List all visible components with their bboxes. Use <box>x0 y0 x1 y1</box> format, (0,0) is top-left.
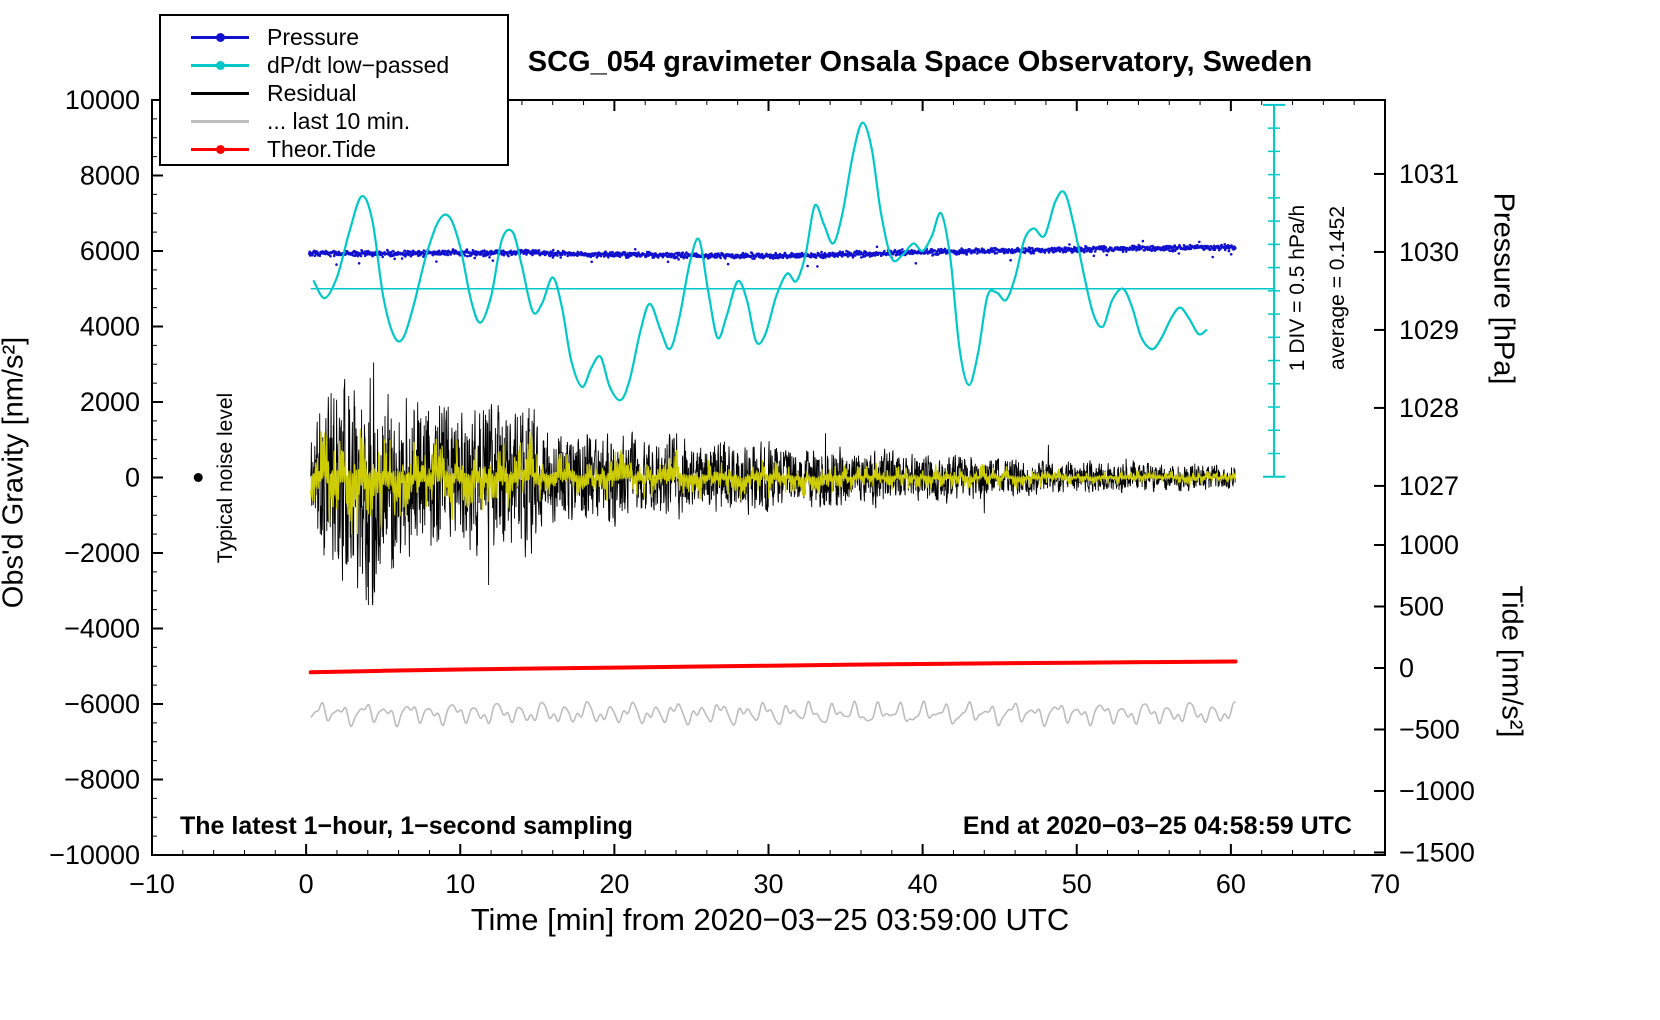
annotation-sampling: The latest 1−hour, 1−second sampling <box>180 812 633 840</box>
pressure-tick-label: 1027 <box>1399 471 1459 501</box>
x-tick-label: −10 <box>129 869 175 899</box>
tide-tick-label: 500 <box>1399 591 1444 621</box>
y-axis-label-pressure: Pressure [hPa] <box>1487 192 1520 385</box>
pressure-tick-label: 1029 <box>1399 315 1459 345</box>
y-tick-label: 0 <box>125 463 140 493</box>
legend-item-residual: Residual <box>191 79 507 107</box>
last10-marker-icon <box>191 107 249 135</box>
y-tick-label: −4000 <box>64 614 140 644</box>
legend-box: Pressure dP/dt low−passed Residual ... l… <box>159 14 509 166</box>
theortide-marker-icon <box>191 135 249 163</box>
series-residual <box>310 362 1236 606</box>
annotation-end-time: End at 2020−03−25 04:58:59 UTC <box>962 812 1352 840</box>
series-pressure-dots <box>307 239 1237 268</box>
legend-label: Residual <box>267 79 357 106</box>
typical-noise-point <box>193 473 203 482</box>
y-tick-label: 2000 <box>80 387 140 417</box>
tide-tick-label: 1000 <box>1399 530 1459 560</box>
y-tick-label: −10000 <box>49 840 140 870</box>
legend-label: dP/dt low−passed <box>267 51 450 78</box>
x-tick-label: 50 <box>1062 869 1092 899</box>
legend-label: Pressure <box>267 23 360 50</box>
series-tide <box>308 659 1238 675</box>
tide-tick-label: 0 <box>1399 653 1414 683</box>
chart-title: SCG_054 gravimeter Onsala Space Observat… <box>527 46 1313 78</box>
annotation-average: average = 0.1452 <box>1326 205 1349 371</box>
tide-tick-label: −1000 <box>1399 776 1475 806</box>
series-dpdt <box>312 121 1208 402</box>
tide-tick-label: −500 <box>1399 714 1460 744</box>
legend-label: ... last 10 min. <box>267 107 411 134</box>
dpdt-marker-icon <box>191 51 249 79</box>
y-tick-label: 6000 <box>80 236 140 266</box>
x-tick-label: 70 <box>1370 869 1400 899</box>
x-tick-label: 40 <box>908 869 938 899</box>
y-axis-label-tide: Tide [nm/s²] <box>1495 585 1528 738</box>
series-residual-lowpass <box>310 428 1236 535</box>
x-tick-label: 0 <box>299 869 314 899</box>
x-tick-label: 60 <box>1216 869 1246 899</box>
residual-marker-icon <box>191 79 249 107</box>
y-tick-label: 10000 <box>65 85 140 115</box>
x-tick-label: 20 <box>599 869 629 899</box>
y-tick-label: 4000 <box>80 312 140 342</box>
legend-item-theortide: Theor.Tide <box>191 135 507 163</box>
y-tick-label: −6000 <box>64 689 140 719</box>
legend-label: Theor.Tide <box>267 135 377 162</box>
y-axis-label-gravity: Obs'd Gravity [nm/s²] <box>0 336 30 609</box>
annotation-div-scale: 1 DIV = 0.5 hPa/h <box>1286 204 1309 372</box>
series-last10 <box>310 700 1236 728</box>
tide-tick-label: −1500 <box>1399 837 1475 867</box>
y-tick-label: −8000 <box>64 765 140 795</box>
legend-item-dpdt: dP/dt low−passed <box>191 51 507 79</box>
pressure-tick-label: 1031 <box>1399 159 1459 189</box>
x-axis-label: Time [min] from 2020−03−25 03:59:00 UTC <box>470 902 1070 937</box>
x-tick-label: 10 <box>445 869 475 899</box>
annotation-typical-noise: Typical noise level <box>214 392 237 564</box>
y-tick-label: −2000 <box>64 538 140 568</box>
x-tick-label: 30 <box>753 869 783 899</box>
pressure-tick-label: 1030 <box>1399 237 1459 267</box>
legend-item-pressure: Pressure <box>191 23 507 51</box>
pressure-marker-icon <box>191 23 249 51</box>
pressure-tick-label: 1028 <box>1399 393 1459 423</box>
legend-item-last10: ... last 10 min. <box>191 107 507 135</box>
y-tick-label: 8000 <box>80 161 140 191</box>
